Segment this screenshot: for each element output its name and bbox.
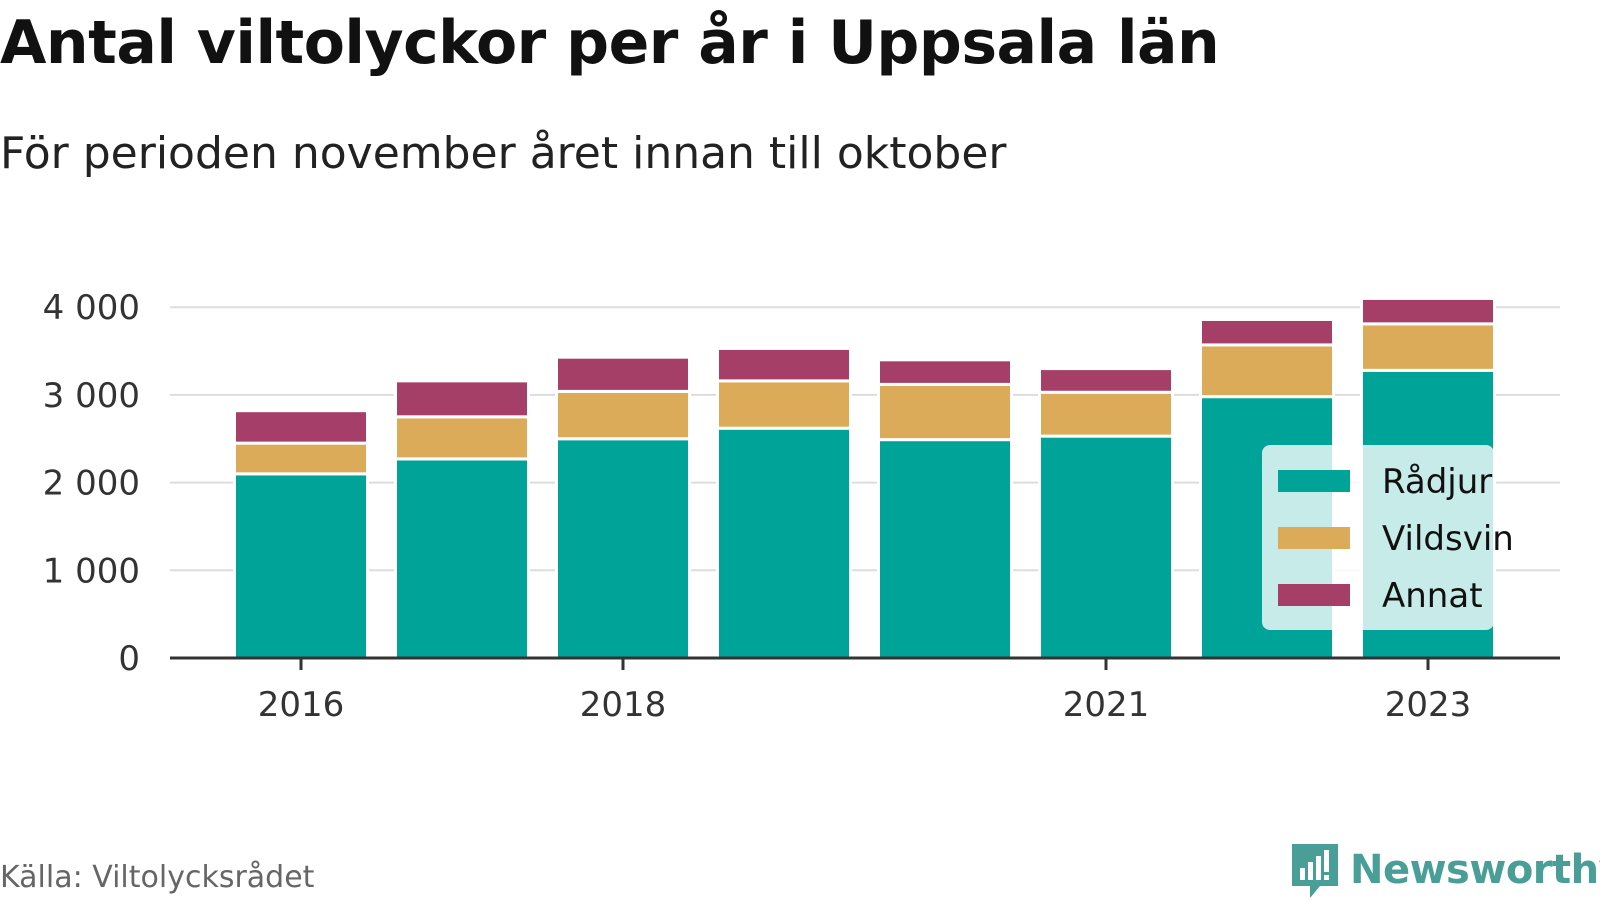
x-tick-label: 2018 [580,685,667,725]
bar-segment [877,382,1013,442]
brand-name: Newsworthy [1350,847,1600,893]
source-note: Källa: Viltolycksrådet [0,860,315,895]
axes: 0 1 000 2 000 3 000 4 000 2016 2018 2021 2023 [43,288,1560,725]
bar-segment [233,409,369,445]
newsworthy-logo-icon [1292,844,1338,898]
bar-segment [394,415,530,461]
bar-segment [877,438,1013,660]
bars [233,296,1496,660]
y-tick-label: 3 000 [43,376,140,416]
bar-segment [1199,343,1335,399]
bar-segment [1360,296,1496,326]
bar-segment [1038,367,1174,394]
legend-label: Rådjur [1382,462,1492,502]
legend-label: Annat [1382,576,1483,616]
y-tick-label: 0 [118,639,140,679]
bar-segment [1038,390,1174,438]
chart-title: Antal viltolyckor per år i Uppsala län [0,8,1220,78]
legend-label: Vildsvin [1382,519,1514,559]
bar-segment [1199,317,1335,347]
bar-segment [555,389,691,441]
bar-segment [877,358,1013,386]
bar-segment [394,379,530,419]
legend: Rådjur Vildsvin Annat [1262,445,1514,630]
bar-segment [233,472,369,660]
bar-segment [555,437,691,660]
bar-segment [716,346,852,383]
x-tick-label: 2023 [1385,685,1472,725]
bar-segment [716,426,852,660]
bar-segment [1360,322,1496,372]
x-tick-label: 2016 [258,685,345,725]
brand-logo: Newsworthy [1290,840,1600,900]
x-tick-label: 2021 [1063,685,1150,725]
y-tick-label: 2 000 [43,464,140,504]
legend-swatch [1278,470,1350,492]
legend-swatch [1278,584,1350,606]
bar-segment [233,441,369,476]
bar-segment [394,457,530,660]
y-tick-label: 4 000 [43,288,140,328]
bar-segment [555,355,691,393]
bar-segment [716,379,852,430]
y-tick-label: 1 000 [43,551,140,591]
chart-subtitle: För perioden november året innan till ok… [0,128,1007,179]
legend-swatch [1278,527,1350,549]
bar-segment [1038,434,1174,660]
